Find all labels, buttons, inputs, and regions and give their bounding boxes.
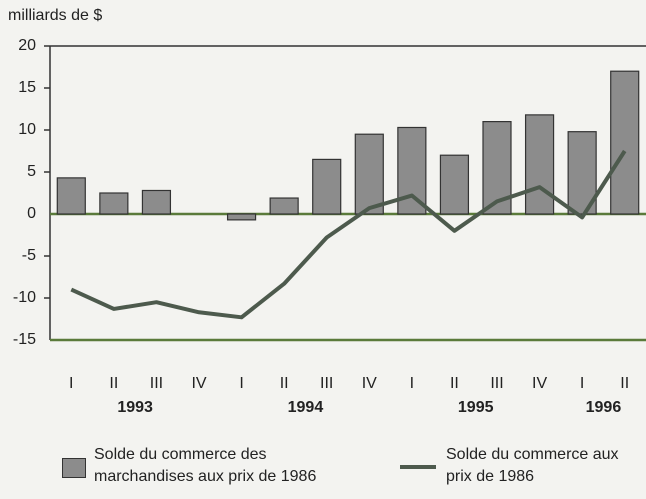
- y-tick-label: -5: [22, 247, 36, 264]
- x-tick-label: III: [490, 375, 503, 392]
- x-tick-label: I: [580, 375, 584, 392]
- bar: [269, 197, 299, 215]
- y-axis-label: milliards de $: [8, 7, 102, 24]
- legend-label: Solde du commerce des marchandises aux p…: [94, 446, 317, 485]
- y-tick-label: 15: [18, 79, 36, 96]
- y-tick-label: 20: [18, 37, 36, 54]
- x-tick-label: IV: [362, 375, 377, 392]
- x-tick-label: II: [280, 375, 289, 392]
- bar: [567, 131, 597, 215]
- bar: [99, 192, 129, 215]
- x-tick-label: I: [69, 375, 73, 392]
- x-tick-label: IV: [191, 375, 206, 392]
- y-tick-label: 0: [27, 205, 36, 222]
- x-tick-label: II: [620, 375, 629, 392]
- x-tick-label: IV: [532, 375, 547, 392]
- year-label: 1996: [586, 399, 622, 416]
- bar: [610, 70, 640, 215]
- y-tick-label: -15: [13, 331, 36, 348]
- year-label: 1994: [288, 399, 324, 416]
- legend-swatch: [62, 458, 86, 478]
- bar: [397, 126, 427, 215]
- x-tick-label: I: [410, 375, 414, 392]
- bar: [354, 133, 384, 215]
- y-tick-label: 10: [18, 121, 36, 138]
- x-tick-label: III: [150, 375, 163, 392]
- bar: [312, 158, 342, 215]
- bar: [56, 177, 86, 215]
- x-tick-label: II: [109, 375, 118, 392]
- bar: [439, 154, 470, 215]
- line: [70, 149, 627, 320]
- bar: [141, 189, 172, 215]
- bar: [226, 213, 257, 221]
- legend-swatch: [400, 465, 436, 469]
- x-tick-label: III: [320, 375, 333, 392]
- y-tick-label: 5: [27, 163, 36, 180]
- bar: [524, 114, 555, 215]
- x-tick-label: I: [239, 375, 243, 392]
- year-label: 1995: [458, 399, 494, 416]
- legend-label: Solde du commerce aux prix de 1986: [446, 446, 619, 485]
- x-tick-label: II: [450, 375, 459, 392]
- y-tick-label: -10: [13, 289, 36, 306]
- year-label: 1993: [117, 399, 153, 416]
